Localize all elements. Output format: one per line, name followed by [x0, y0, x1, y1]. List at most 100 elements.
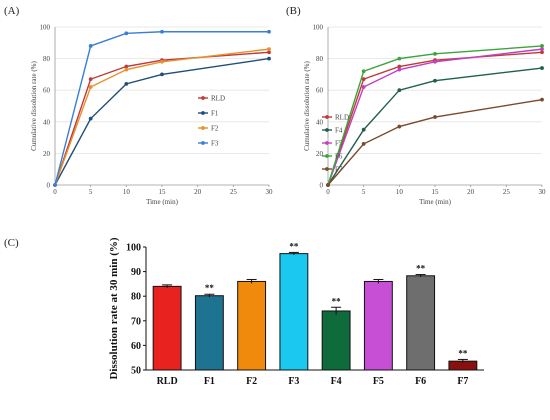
y-tick-label: 60	[43, 87, 51, 95]
data-point-rld	[267, 50, 271, 55]
data-point-f5	[361, 85, 366, 89]
data-point-f1	[267, 56, 271, 61]
legend-marker	[325, 128, 329, 132]
legend-marker	[325, 115, 329, 119]
x-tick-label: 0	[53, 188, 57, 196]
data-point-f2	[267, 47, 271, 52]
data-point-f6	[397, 56, 402, 61]
legend-marker	[201, 141, 205, 145]
y-tick-label: 70	[131, 316, 141, 327]
data-point-f3	[53, 183, 57, 187]
legend-marker	[201, 126, 205, 130]
data-point-f1	[160, 72, 164, 77]
data-point-f2	[88, 85, 93, 89]
data-point-f5	[433, 59, 437, 64]
data-point-f2	[160, 59, 164, 64]
bar-f3	[279, 253, 309, 371]
panel-label: (C)	[4, 237, 19, 249]
legend-entry: F3	[211, 140, 219, 148]
y-axis-label: Cumulative dissolution rate (%)	[30, 61, 38, 151]
x-tick-label: 25	[503, 188, 511, 196]
x-tick-label: F7	[457, 376, 468, 387]
data-point-f7	[361, 142, 366, 146]
series-line-f7	[327, 98, 543, 186]
y-tick-label: 80	[131, 292, 141, 303]
series-line-rld	[54, 51, 270, 186]
y-tick-label: 90	[131, 267, 141, 278]
data-point-f3	[160, 29, 164, 34]
series-line-f4	[327, 67, 543, 186]
data-point-rld	[88, 77, 93, 82]
significance-mark: **	[289, 241, 299, 251]
legend-marker	[201, 96, 205, 100]
data-point-f2	[124, 67, 129, 72]
x-tick-label: 15	[432, 188, 440, 196]
y-tick-label: 100	[126, 243, 141, 254]
legend-entry: RLD	[335, 114, 349, 122]
x-tick-label: 5	[362, 188, 366, 196]
data-point-f3	[267, 29, 271, 34]
legend-entry: F6	[335, 153, 343, 161]
x-tick-label: 0	[326, 188, 330, 196]
data-point-f4	[361, 127, 366, 132]
x-tick-label: F2	[246, 376, 257, 387]
significance-mark: **	[205, 283, 215, 293]
x-tick-label: 10	[396, 188, 404, 196]
significance-mark: **	[332, 296, 342, 306]
data-point-f1	[124, 81, 129, 86]
legend-marker	[325, 141, 329, 145]
y-tick-label: 20	[43, 150, 51, 158]
series-line-f2	[54, 48, 270, 186]
panel-label: (A)	[4, 5, 20, 17]
bar-f1	[194, 295, 224, 371]
y-tick-label: 50	[131, 366, 141, 377]
x-tick-label: F6	[415, 376, 426, 387]
legend-marker	[325, 154, 329, 158]
data-point-f7	[397, 124, 402, 129]
y-tick-label: 60	[316, 87, 324, 95]
data-point-f7	[540, 97, 544, 102]
data-point-f7	[433, 115, 437, 119]
data-point-rld	[124, 64, 129, 69]
data-point-f1	[88, 116, 93, 121]
data-point-f5	[397, 67, 402, 72]
x-tick-label: RLD	[157, 376, 178, 387]
x-tick-label: 5	[89, 188, 93, 196]
bar-f5	[363, 280, 393, 371]
panel-a: (A) 0 20 40 60 80 100 0 5 10 15 20 25 30 Time (min) Cum…	[4, 5, 273, 206]
data-point-rld	[540, 50, 544, 55]
y-tick-label: 0	[320, 182, 324, 190]
data-point-f5	[540, 47, 544, 52]
x-tick-label: 20	[194, 188, 202, 196]
bar-rld	[152, 285, 182, 371]
bar-f2	[237, 280, 267, 371]
legend-entry: F4	[335, 127, 343, 135]
y-tick-label: 40	[316, 118, 324, 126]
x-tick-label: 30	[539, 188, 547, 196]
x-tick-label: F1	[204, 376, 215, 387]
x-tick-label: F5	[373, 376, 384, 387]
y-tick-label: 60	[131, 341, 141, 352]
data-point-rld	[397, 64, 402, 69]
y-tick-label: 0	[47, 182, 51, 190]
x-axis-label: Time (min)	[419, 198, 451, 206]
data-point-rld	[361, 77, 366, 82]
data-point-f6	[540, 44, 544, 48]
panel-c: (C) 50 60 70 80 90 100 Dissolution rate at 30 m…	[4, 237, 484, 387]
x-tick-label: 15	[159, 188, 167, 196]
legend-entry: F2	[211, 125, 219, 133]
panel-label: (B)	[286, 5, 301, 17]
legend-entry: RLD	[211, 95, 225, 103]
significance-mark: **	[458, 348, 468, 358]
y-tick-label: 100	[40, 24, 51, 32]
x-tick-label: 20	[467, 188, 475, 196]
x-tick-label: F3	[288, 376, 299, 387]
data-point-f7	[326, 183, 330, 187]
data-point-f3	[124, 31, 129, 36]
data-point-f4	[397, 88, 402, 93]
y-tick-label: 80	[316, 55, 324, 63]
y-axis-label: Dissolution rate at 30 min (%)	[108, 237, 120, 379]
panel-b: (B) 0 20 40 60 80 100 0 5 10 15 20 25 30 Time (min) Cum…	[286, 5, 546, 206]
bar-f4	[321, 310, 351, 371]
